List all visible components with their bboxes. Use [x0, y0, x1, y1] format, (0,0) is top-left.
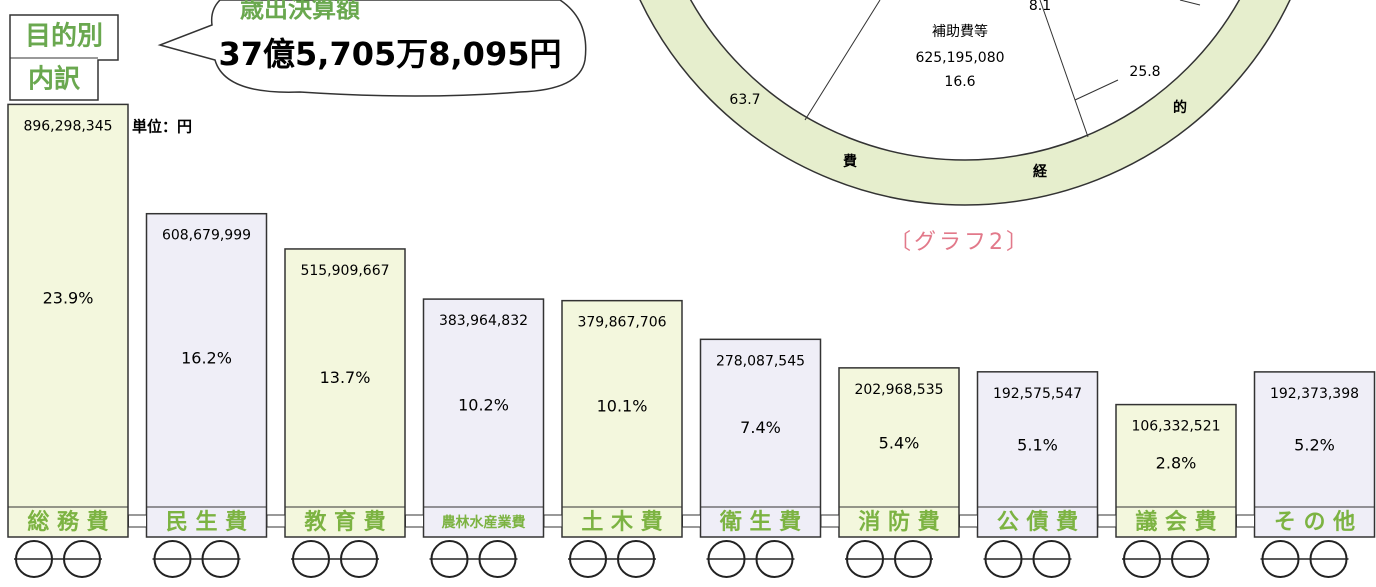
unit: 単位：円	[132, 118, 192, 136]
pie-inner	[689, 0, 1241, 161]
coupler	[266, 514, 286, 528]
coupler	[128, 514, 147, 528]
share-label: 5.1%	[1017, 436, 1058, 455]
category-label: 公 債 費	[997, 510, 1078, 535]
pie-label: 63.7	[729, 92, 760, 108]
pie-label: 25.8	[1129, 64, 1160, 80]
coupler	[1236, 514, 1255, 528]
car	[1253, 371, 1376, 538]
value-label: 192,373,398	[1270, 386, 1359, 402]
category-label: 土 木 費	[581, 510, 662, 535]
car	[699, 338, 822, 538]
car	[561, 299, 683, 538]
category-label: 総 務 費	[27, 509, 108, 535]
slice-share: 16.6	[944, 74, 975, 90]
share-label: 5.4%	[879, 433, 920, 452]
slice-name: 補助費等	[932, 23, 988, 40]
category-label: 民 生 費	[166, 510, 247, 535]
category-label: 消 防 費	[858, 510, 939, 535]
value-label: 379,867,706	[577, 315, 666, 331]
value-label: 192,575,547	[993, 386, 1082, 402]
pie-divider	[804, 0, 881, 121]
car	[1115, 403, 1237, 538]
share-label: 7.4%	[740, 418, 781, 437]
car	[7, 103, 129, 538]
pie-divider	[1074, 79, 1119, 101]
coupler	[820, 514, 840, 528]
ring-text: 費	[843, 153, 857, 170]
value-label: 896,298,345	[23, 118, 112, 134]
coupler	[405, 514, 424, 528]
ring-text: 的	[1173, 99, 1187, 116]
share-label: 10.2%	[458, 396, 509, 415]
coupler	[543, 514, 563, 528]
cars: 896,298,345 23.9% 総 務 費 608,679,999 16.2% 民 生…	[7, 103, 1376, 578]
pie-divider	[1039, 0, 1089, 138]
value-label: 608,679,999	[162, 228, 251, 244]
category-label: 衛 生 費	[719, 509, 801, 535]
box-text: 内訳	[28, 64, 81, 95]
car	[976, 371, 1099, 538]
share-label: 16.2%	[181, 349, 232, 368]
share-label: 5.2%	[1294, 436, 1335, 455]
category-label: 教 育 費	[304, 509, 385, 535]
share-label: 10.1%	[597, 397, 648, 416]
pie-label: 8.1	[1029, 0, 1051, 14]
value-label: 106,332,521	[1131, 419, 1220, 435]
value-label: 278,087,545	[716, 353, 805, 369]
category-label: 農林水産業費	[442, 514, 526, 531]
car	[838, 367, 960, 538]
value-label: 383,964,832	[439, 313, 528, 329]
category-label: そ の 他	[1274, 510, 1355, 535]
pie-divider	[1179, 0, 1201, 6]
bubble-title: 歳出決算額	[240, 0, 360, 23]
speech-bubble	[157, 0, 587, 97]
car	[145, 212, 268, 538]
coupler	[959, 514, 978, 528]
slice-amount: 625,195,080	[915, 50, 1004, 66]
box-text: 目的別	[25, 21, 103, 52]
share-label: 2.8%	[1156, 454, 1197, 473]
caption: 〔グラフ2〕	[889, 230, 1031, 255]
value-label: 202,968,535	[854, 382, 943, 398]
bubble-total: 37億5,705万8,095円	[219, 35, 562, 73]
category-label: 議 会 費	[1135, 509, 1216, 535]
car	[422, 298, 545, 538]
ring-text: 経	[1033, 163, 1048, 180]
graph2: 補助費等 625,195,080 16.6 8.1 25.8 63.7 的 経 …	[639, 0, 1291, 255]
coupler	[682, 514, 701, 528]
header: 目的別 内訳 歳出決算額 37億5,705万8,095円 単位：円	[9, 0, 587, 136]
value-label: 515,909,667	[300, 263, 389, 279]
coupler	[1097, 514, 1117, 528]
share-label: 13.7%	[320, 368, 371, 387]
share-label: 23.9%	[43, 289, 94, 308]
car	[284, 248, 406, 538]
